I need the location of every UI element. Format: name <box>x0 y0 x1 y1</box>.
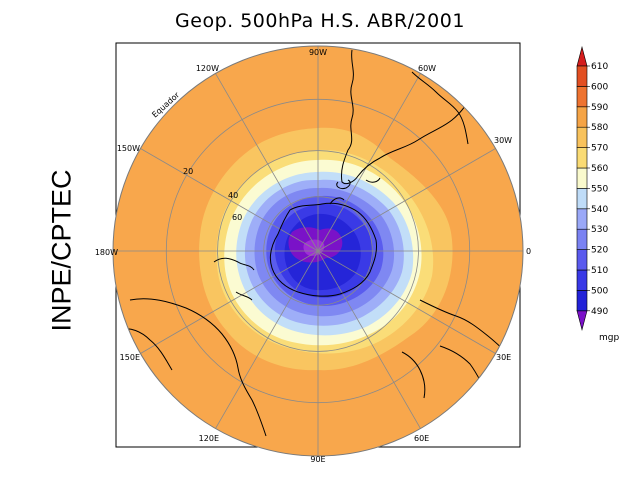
lon-label-120w: 120W <box>196 64 219 73</box>
lat-label-20: 20 <box>183 167 193 176</box>
colorbar-cell <box>576 106 588 128</box>
colorbar-cell <box>576 290 588 312</box>
colorbar-level-label: 590 <box>591 103 608 113</box>
coastline-falklands <box>365 177 381 183</box>
coastline-antarctic-peninsula <box>329 197 345 205</box>
coastline-south-america-east <box>411 71 469 145</box>
colorbar-level-label: 550 <box>591 184 608 194</box>
colorbar-level-label: 530 <box>591 225 608 235</box>
colorbar-level-label: 520 <box>591 246 608 256</box>
colorbar-cell <box>576 228 588 250</box>
lon-label-150e: 150E <box>120 353 140 362</box>
colorbar: 490 500 510 520 530 540 550 560 570 580 590 600 610 m… <box>576 45 619 343</box>
lon-label-120e: 120E <box>199 434 219 443</box>
colorbar-cell <box>576 269 588 291</box>
colorbar-cell <box>576 126 588 148</box>
disk-outline <box>112 45 524 457</box>
lon-label-30w: 30W <box>494 136 512 145</box>
coastline-new-zealand <box>213 257 255 271</box>
meridian-line <box>317 250 496 354</box>
colorbar-level-label: 580 <box>591 123 608 133</box>
lon-label-30e: 30E <box>496 353 511 362</box>
lat-label-60: 60 <box>232 213 242 222</box>
colorbar-cell <box>576 188 588 210</box>
lon-label-150w: 150W <box>117 144 140 153</box>
lon-label-0: 0 <box>526 247 531 256</box>
colorbar-cell <box>576 208 588 230</box>
colorbar-level-label: 500 <box>591 286 608 296</box>
coastline-island <box>235 291 253 301</box>
graticule <box>113 46 523 456</box>
colorbar-level-label: 540 <box>591 205 608 215</box>
colorbar-level-label: 610 <box>591 62 608 72</box>
meridian-line <box>215 250 319 429</box>
colorbar-cell <box>576 147 588 169</box>
meridian-line <box>215 73 319 252</box>
coastline-antarctica <box>269 202 377 297</box>
colorbar-cell <box>576 86 588 108</box>
longitude-labels: 90W 60W 30W 0 30E 60E 90E 120E 150E 180W… <box>95 48 531 464</box>
lon-label-90e: 90E <box>310 455 325 464</box>
colorbar-level-label: 490 <box>591 307 608 317</box>
map-title: Geop. 500hPa H.S. ABR/2001 <box>175 10 465 32</box>
lon-label-180w: 180W <box>95 248 118 257</box>
coastline-cape-horn <box>336 179 351 189</box>
colorbar-level-label: 510 <box>591 266 608 276</box>
colorbar-level-label: 570 <box>591 144 608 154</box>
colorbar-arrow-low <box>576 310 588 331</box>
meridian-line <box>317 73 421 252</box>
coastline-australia <box>129 298 267 437</box>
colorbar-arrow-high <box>576 45 588 67</box>
colorbar-unit: mgp <box>599 333 619 343</box>
colorbar-cell <box>576 65 588 87</box>
lon-label-90w: 90W <box>309 48 327 57</box>
colorbar-level-label: 600 <box>591 82 608 92</box>
colorbar-level-label: 560 <box>591 164 608 174</box>
coastlines <box>117 49 515 437</box>
meridian-line <box>140 148 319 252</box>
lat-label-40: 40 <box>228 191 238 200</box>
colorbar-cell <box>576 249 588 271</box>
meridian-line <box>317 148 496 252</box>
lon-label-60w: 60W <box>418 64 436 73</box>
meridian-line <box>317 250 421 429</box>
lon-label-60e: 60E <box>414 434 429 443</box>
coastline-madagascar <box>401 351 426 399</box>
colorbar-cell <box>576 167 588 189</box>
meridian-line <box>140 250 319 354</box>
